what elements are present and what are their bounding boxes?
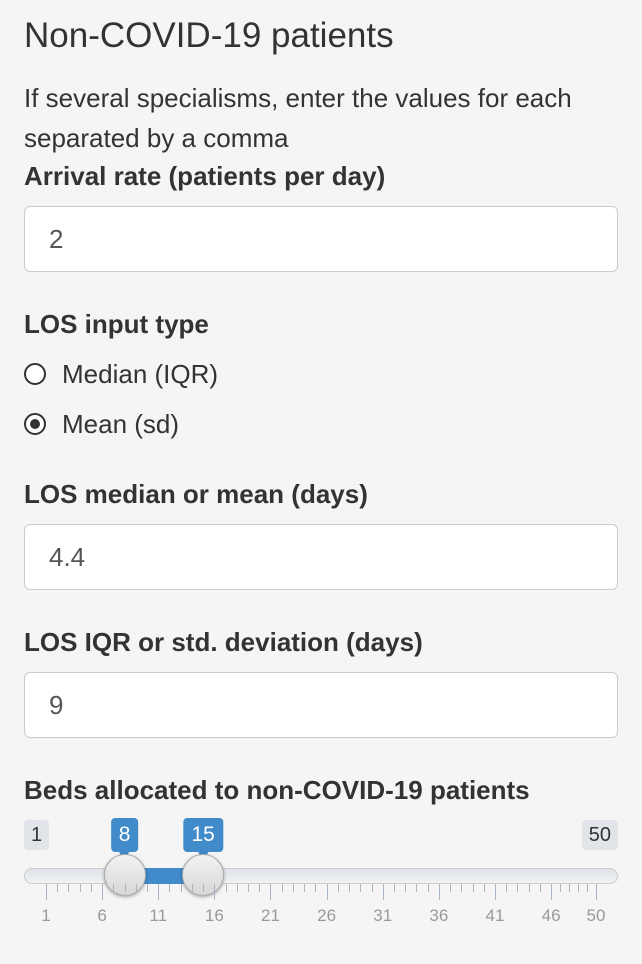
- radio-label-median-iqr: Median (IQR): [62, 358, 219, 389]
- slider-minor-tick: [203, 884, 205, 892]
- slider-major-tick: [158, 884, 160, 900]
- radio-button-selected[interactable]: [24, 413, 46, 435]
- slider-minor-tick: [236, 884, 238, 892]
- beds-slider-label: Beds allocated to non-COVID-19 patients: [24, 775, 530, 805]
- slider-minor-tick: [169, 884, 171, 892]
- slider-minor-tick: [528, 884, 530, 892]
- slider-minor-tick: [113, 884, 115, 892]
- slider-major-tick: [382, 884, 384, 900]
- slider-minor-tick: [427, 884, 429, 892]
- slider-major-tick: [438, 884, 440, 900]
- los-input-type-label: LOS input type: [24, 309, 209, 339]
- slider-tick-label: 1: [41, 906, 51, 925]
- slider-major-tick: [551, 884, 553, 900]
- slider-max-label: 50: [581, 820, 618, 850]
- slider-minor-tick: [371, 884, 373, 892]
- slider-minor-tick: [259, 884, 261, 892]
- slider-minor-tick: [225, 884, 227, 892]
- slider-tick-label: 46: [541, 906, 561, 925]
- arrival-rate-label: Arrival rate (patients per day): [24, 161, 386, 191]
- slider-major-tick: [214, 884, 216, 900]
- slider-tick-label: 31: [373, 906, 393, 925]
- slider-minor-tick: [517, 884, 519, 892]
- slider-minor-tick: [450, 884, 452, 892]
- los-sd-label: LOS IQR or std. deviation (days): [24, 627, 423, 657]
- slider-minor-tick: [587, 884, 589, 892]
- slider-major-tick: [596, 884, 597, 900]
- slider-tick-label: 50: [586, 906, 606, 925]
- slider-minor-tick: [248, 884, 250, 892]
- slider-minor-tick: [578, 884, 580, 892]
- beds-range-slider[interactable]: 1 50 8 15 1 6 11 16 21 26 31 36 41 46 50: [24, 812, 624, 952]
- radio-median-iqr[interactable]: Median (IQR): [24, 356, 218, 392]
- slider-tick-label: 26: [317, 906, 337, 925]
- slider-tick-label: 21: [261, 906, 280, 925]
- help-text: If several specialisms, enter the values…: [24, 83, 572, 153]
- slider-minor-tick: [147, 884, 149, 892]
- slider-minor-tick: [57, 884, 59, 892]
- slider-minor-tick: [292, 884, 294, 892]
- slider-minor-tick: [124, 884, 126, 892]
- slider-minor-tick: [393, 884, 395, 892]
- slider-tick-label: 11: [149, 906, 168, 925]
- slider-minor-tick: [539, 884, 541, 892]
- slider-minor-tick: [360, 884, 362, 892]
- los-mean-label: LOS median or mean (days): [24, 479, 368, 509]
- slider-minor-tick: [191, 884, 193, 892]
- slider-minor-tick: [337, 884, 339, 892]
- slider-minor-tick: [135, 884, 137, 892]
- slider-minor-tick: [79, 884, 81, 892]
- slider-min-label: 1: [24, 820, 50, 850]
- slider-major-tick: [46, 884, 47, 900]
- slider-tick-label: 16: [204, 906, 224, 925]
- slider-tick-label: 6: [97, 906, 107, 925]
- slider-minor-tick: [349, 884, 351, 892]
- slider-to-value: 15: [183, 818, 223, 862]
- slider-minor-tick: [472, 884, 474, 892]
- slider-minor-tick: [405, 884, 407, 892]
- slider-from-value: 8: [110, 818, 139, 862]
- slider-major-tick: [270, 884, 272, 900]
- slider-major-tick: [494, 884, 496, 900]
- slider-major-tick: [102, 884, 104, 900]
- slider-minor-tick: [281, 884, 283, 892]
- slider-minor-tick: [68, 884, 70, 892]
- slider-minor-tick: [560, 884, 562, 892]
- los-sd-input[interactable]: [24, 672, 618, 738]
- slider-tick-label: 41: [485, 906, 505, 925]
- slider-minor-tick: [483, 884, 485, 892]
- section-title: Non-COVID-19 patients: [24, 16, 394, 55]
- slider-minor-tick: [90, 884, 92, 892]
- slider-minor-tick: [304, 884, 306, 892]
- slider-minor-tick: [315, 884, 317, 892]
- slider-minor-tick: [180, 884, 182, 892]
- slider-minor-tick: [506, 884, 508, 892]
- slider-major-tick: [326, 884, 328, 900]
- radio-mean-sd[interactable]: Mean (sd): [24, 406, 179, 442]
- arrival-rate-input[interactable]: [24, 206, 618, 272]
- los-mean-input[interactable]: [24, 524, 618, 590]
- slider-tick-label: 36: [429, 906, 449, 925]
- slider-minor-tick: [461, 884, 463, 892]
- slider-minor-tick: [569, 884, 571, 892]
- radio-button[interactable]: [24, 363, 46, 385]
- radio-label-mean-sd: Mean (sd): [62, 408, 180, 439]
- slider-minor-tick: [416, 884, 418, 892]
